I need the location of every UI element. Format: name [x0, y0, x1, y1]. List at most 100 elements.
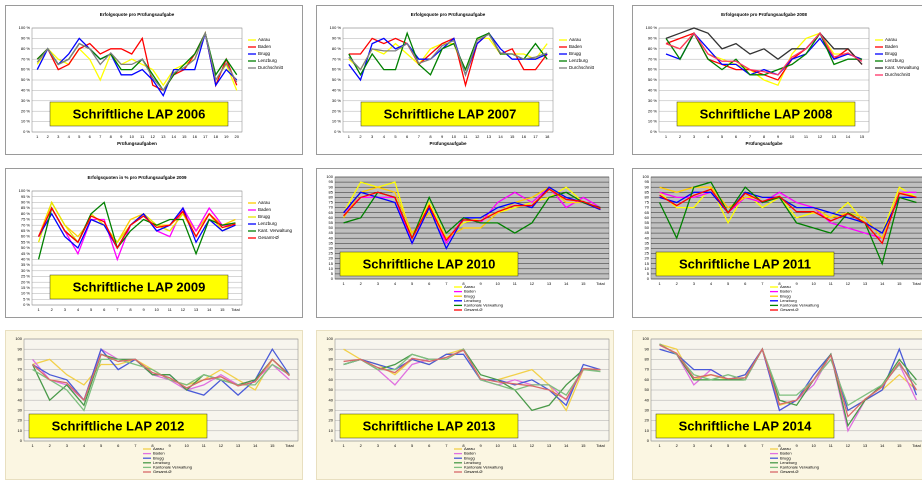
x-tick-label: 11	[168, 307, 173, 312]
y-tick-label: 40	[645, 235, 650, 240]
legend-label: Brugg	[464, 293, 475, 298]
y-tick-label: 50 %	[648, 77, 658, 82]
annotation: Schriftliche LAP 2008	[676, 101, 856, 127]
legend-label: Aarau	[885, 37, 898, 42]
x-tick-label: 10	[811, 443, 816, 448]
x-tick-label: 12	[181, 307, 186, 312]
annotation: Schriftliche LAP 2014	[655, 413, 835, 439]
x-tick-label: 15	[220, 307, 225, 312]
legend-label: Aarau	[258, 37, 271, 42]
y-tick-label: 30 %	[332, 98, 342, 103]
y-tick-label: 100	[642, 336, 649, 341]
y-tick-label: 80	[645, 356, 650, 361]
y-tick-label: 100 %	[19, 188, 31, 193]
x-tick-label: 15	[897, 281, 902, 286]
chart-thumbnail[interactable]: 0 5 10 15 20 25 30 35 40 45 50 55 60 65 70 75 80 85 90 95 10…	[632, 168, 922, 318]
legend-label: Baden	[569, 44, 583, 49]
chart-thumbnail[interactable]: 0 5 10 15 20 25 30 35 40 45 50 55 60 65 70 75 80 85 90 95 10…	[316, 168, 614, 318]
annotation-text: Schriftliche LAP 2009	[73, 279, 206, 294]
x-tick-label: 12	[151, 134, 156, 139]
y-tick-label: 80	[18, 356, 23, 361]
y-tick-label: 95 %	[21, 194, 31, 199]
y-tick-label: 0	[647, 276, 650, 281]
x-tick-label: 4	[394, 281, 397, 286]
legend-label: Durchschnitt	[258, 65, 284, 70]
annotation-box	[655, 251, 835, 277]
y-tick-label: 10 %	[332, 119, 342, 124]
y-tick-label: 100 %	[330, 25, 342, 30]
x-tick-label: 2	[676, 443, 679, 448]
x-tick-label: 8	[429, 134, 432, 139]
x-tick-label: 2	[51, 307, 54, 312]
x-tick-label: 7	[749, 134, 752, 139]
x-tick-label: 10	[184, 443, 189, 448]
x-tick-label: 2	[47, 134, 50, 139]
x-tick-label: 1	[342, 281, 345, 286]
x-tick-label: 1	[31, 443, 34, 448]
y-tick-label: 75	[645, 200, 650, 205]
x-tick-label: 9	[795, 443, 798, 448]
chart: 0510152025303540455055606570758085909510…	[633, 169, 922, 317]
legend-label: Baden	[464, 289, 476, 294]
chart-thumbnail[interactable]: Erfolgsquote pro Prüfungsaufgabe 0 % 10 % 2…	[5, 5, 303, 155]
x-tick-label: 6	[117, 443, 120, 448]
y-tick-label: 30	[329, 245, 334, 250]
x-tick-label: 9	[479, 281, 482, 286]
x-tick-label: 14	[207, 307, 212, 312]
y-tick-label: 50	[18, 387, 23, 392]
series-line	[36, 31, 238, 92]
y-tick-label: 50	[645, 225, 650, 230]
x-tick-label: 1	[36, 134, 39, 139]
chart-thumbnail[interactable]: 0 10 20 30 40 50 60 70 80 90 100 1 2 3 4 5 6 7 8 9 10 11 12 13 1…	[632, 330, 922, 480]
annotation-text: Schriftliche LAP 2014	[679, 418, 812, 433]
legend-label: Lenzburg	[569, 58, 588, 63]
annotation-box	[360, 101, 540, 127]
chart-thumbnail[interactable]: 0 10 20 30 40 50 60 70 80 90 100 1 2 3 4 5 6 7 8 9 10 11 12 13 1…	[5, 330, 303, 480]
annotation-box	[655, 413, 835, 439]
annotation-box	[676, 101, 856, 127]
legend-label: Baden	[780, 289, 792, 294]
legend-label: Durchschnitt	[569, 65, 595, 70]
series-line	[37, 206, 236, 250]
series-line	[658, 181, 917, 266]
y-tick-label: 20 %	[648, 108, 658, 113]
x-tick-label: 1	[37, 307, 40, 312]
y-tick-label: 0 %	[650, 129, 657, 134]
chart-thumbnail[interactable]: 0 10 20 30 40 50 60 70 80 90 100 1 2 3 4 5 6 7 8 9 10 11 12 13 1…	[316, 330, 614, 480]
x-tick-label: 8	[778, 281, 781, 286]
y-tick-label: 30 %	[648, 98, 658, 103]
y-tick-label: 0 %	[23, 129, 30, 134]
series-line	[348, 33, 548, 77]
x-tick-label: 13	[863, 443, 868, 448]
series-line	[32, 353, 290, 402]
series-line	[659, 344, 917, 418]
y-tick-label: 90	[18, 346, 23, 351]
series-line	[665, 32, 863, 76]
series-line	[665, 31, 862, 76]
legend-label: Baden	[885, 44, 899, 49]
x-tick-label: 5	[394, 134, 397, 139]
y-tick-label: 20 %	[332, 108, 342, 113]
annotation-box	[339, 251, 519, 277]
chart-thumbnail[interactable]: Erfolgsquote pro Prüfungsaufgabe 0 % 10 % 2…	[316, 5, 614, 155]
x-tick-label: 4	[68, 134, 71, 139]
y-tick-label: 60	[329, 215, 334, 220]
annotation-text: Schriftliche LAP 2011	[679, 256, 811, 271]
x-tick-label: 6	[744, 443, 747, 448]
legend-label: Brugg	[464, 455, 475, 460]
x-tick-label: 17	[203, 134, 208, 139]
x-tick-label: 14	[564, 443, 569, 448]
series-line	[37, 206, 236, 250]
x-tick-label: 12	[846, 281, 851, 286]
chart-thumbnail[interactable]: Erfolgsquote pro Prüfungsaufgabe 2008 0 %…	[632, 5, 922, 155]
chart-thumbnail[interactable]: Erfolgsquoten in % pro Prüfungsaufgabe 2…	[5, 168, 303, 318]
y-tick-label: 10	[645, 266, 650, 271]
y-tick-label: 80	[329, 356, 334, 361]
legend-label: Baden	[464, 451, 476, 456]
y-tick-label: 100	[642, 174, 649, 179]
x-tick-label: 9	[777, 134, 780, 139]
x-tick-label: 8	[151, 443, 154, 448]
y-tick-label: 60	[645, 377, 650, 382]
series-line	[343, 349, 601, 401]
